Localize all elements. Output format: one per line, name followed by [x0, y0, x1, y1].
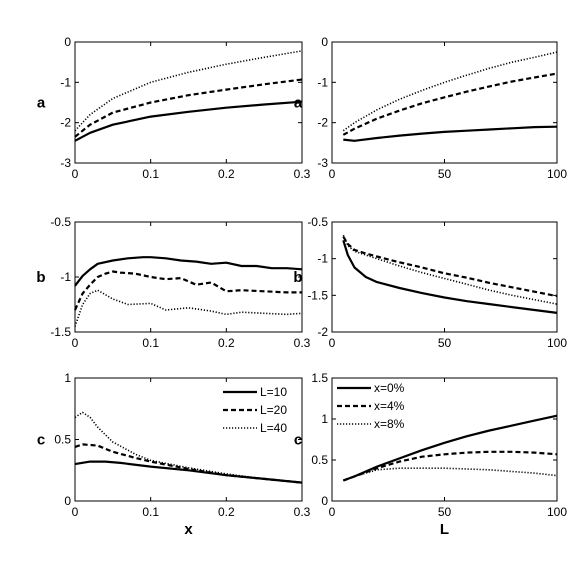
legend: L=10 L=20 L=40 — [223, 385, 287, 435]
series-line-solid-1 — [343, 125, 558, 142]
x-tick-label: 100 — [547, 336, 567, 350]
panel-1: 0 0.1 0.2 0.3 -3 -2 -1 0 a — [37, 35, 311, 181]
series-line-dashed-2 — [74, 270, 302, 311]
y-tick-label: -3 — [60, 156, 71, 170]
series-line-dotted-3 — [74, 289, 303, 327]
y-axis-label: c — [294, 432, 302, 449]
y-axis-label: c — [37, 432, 45, 449]
x-tick-label: 0.3 — [294, 167, 311, 181]
y-tick-label: 0.5 — [54, 433, 71, 447]
x-tick-label: 100 — [547, 167, 567, 181]
panel-3: 0 0.1 0.2 0.3 -1.5 -1 -0.5 b — [36, 215, 310, 350]
series-line-x-8- — [343, 467, 558, 482]
series-line-dashed-2 — [74, 78, 303, 138]
series-line-dotted-3 — [74, 50, 303, 132]
x-tick-label: 0.3 — [294, 505, 311, 519]
panel-5: 0 0.1 0.2 0.3 0 0.5 1 c x L=10 L=20 L=40 — [37, 371, 311, 538]
x-tick-label: 0.1 — [142, 167, 159, 181]
y-tick-label: 1.5 — [311, 371, 328, 385]
series-line-l-10 — [74, 460, 303, 484]
series-line-dotted-3 — [342, 51, 558, 132]
y-tick-label: -2 — [60, 116, 71, 130]
y-tick-label: -1 — [60, 75, 71, 89]
y-tick-label: 0 — [64, 494, 71, 508]
legend-label: x=0% — [374, 381, 405, 395]
y-tick-label: -0.5 — [307, 215, 328, 229]
y-tick-label: -3 — [317, 156, 328, 170]
x-tick-label: 0.1 — [142, 505, 159, 519]
y-tick-label: -2 — [317, 116, 328, 130]
x-tick-label: 0 — [329, 505, 336, 519]
y-axis-label: a — [294, 95, 303, 112]
y-axis-label: b — [36, 269, 45, 286]
y-axis-label: a — [37, 95, 46, 112]
x-tick-label: 50 — [438, 505, 452, 519]
panel-4: 0 50 100 -2 -1.5 -1 -0.5 b — [293, 215, 567, 350]
y-tick-label: 1 — [64, 371, 71, 385]
legend-label: L=10 — [260, 385, 287, 399]
x-tick-label: 0 — [72, 336, 79, 350]
y-tick-label: -1.5 — [307, 288, 328, 302]
series-line-l-20 — [74, 443, 303, 484]
x-tick-label: 0.2 — [218, 505, 235, 519]
x-tick-label: 0 — [72, 505, 79, 519]
y-tick-label: -0.5 — [50, 215, 71, 229]
x-tick-label: 0.2 — [218, 336, 235, 350]
panel-6: 0 50 100 0 0.5 1 1.5 c Lx=0% x=4% x=8% — [294, 371, 568, 538]
x-tick-label: 50 — [438, 336, 452, 350]
series-line-dotted-3 — [342, 234, 558, 305]
axes-box — [331, 377, 558, 502]
y-tick-label: 1 — [321, 412, 328, 426]
x-tick-label: 0.1 — [142, 336, 159, 350]
y-tick-label: -1 — [60, 270, 71, 284]
x-axis-label: x — [184, 521, 193, 538]
x-axis-label: L — [440, 521, 449, 538]
axes-box — [74, 41, 303, 164]
y-tick-label: -2 — [317, 325, 328, 339]
y-tick-label: -1 — [317, 75, 328, 89]
y-tick-label: 0 — [321, 494, 328, 508]
x-tick-label: 0.2 — [218, 167, 235, 181]
series-line-dashed-2 — [342, 236, 558, 298]
y-tick-label: 0 — [321, 35, 328, 49]
axes-box — [331, 41, 558, 164]
x-tick-label: 0.3 — [294, 336, 311, 350]
series-line-dashed-2 — [342, 72, 558, 136]
legend-label: x=8% — [374, 417, 405, 431]
y-tick-label: 0 — [64, 35, 71, 49]
series-line-solid-1 — [74, 256, 303, 287]
legend-label: L=40 — [260, 421, 287, 435]
series-line-l-40 — [74, 411, 303, 484]
y-tick-label: -1.5 — [50, 325, 71, 339]
series-line-solid-1 — [342, 239, 558, 314]
x-tick-label: 0 — [72, 167, 79, 181]
axes-box — [74, 221, 303, 333]
x-tick-label: 100 — [547, 505, 567, 519]
series-line-solid-1 — [74, 100, 303, 142]
x-tick-label: 0 — [329, 167, 336, 181]
x-tick-label: 0 — [329, 336, 336, 350]
legend-label: L=20 — [260, 403, 287, 417]
series-line-x-4- — [342, 450, 558, 482]
panel-2: 0 50 100 -3 -2 -1 0 a — [294, 35, 568, 181]
legend: x=0% x=4% x=8% — [337, 381, 405, 431]
legend-label: x=4% — [374, 399, 405, 413]
y-axis-label: b — [293, 269, 302, 286]
y-tick-label: -1 — [317, 252, 328, 266]
y-tick-label: 0.5 — [311, 453, 328, 467]
x-tick-label: 50 — [438, 167, 452, 181]
